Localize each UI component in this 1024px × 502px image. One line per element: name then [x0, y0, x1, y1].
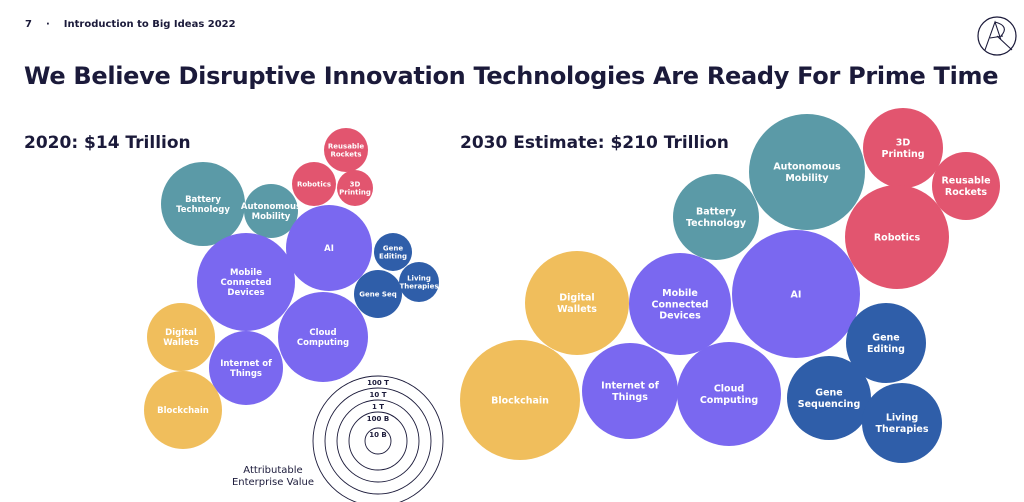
bubble-label: Battery Technology [176, 195, 230, 215]
legend-ring-label: 10 T [370, 391, 387, 399]
bubble-cloud-computing [677, 342, 781, 446]
bubble-autonomous-mobility [244, 184, 298, 238]
bubble-label: Reusable Rockets [328, 142, 364, 158]
bubble-label: Robotics [874, 232, 921, 243]
legend-ring-label: 10 B [369, 431, 387, 439]
bubble-gene-seq [354, 270, 402, 318]
bubble-gene-sequencing [787, 356, 871, 440]
bubble-label: Gene Editing [379, 244, 407, 260]
bubble-label: Reusable Rockets [941, 176, 990, 198]
bubble-label: AI [324, 244, 334, 254]
bubble-label: Gene Editing [867, 333, 905, 355]
chart-title-2020: 2020: $14 Trillion [24, 133, 191, 153]
bubble-ai [732, 230, 860, 358]
separator: · [45, 19, 50, 30]
bubble-battery-technology [673, 174, 759, 260]
slide-header: 7 · Introduction to Big Ideas 2022 [25, 19, 236, 30]
bubble-label: Mobile Connected Devices [221, 268, 272, 298]
bubble-label: Blockchain [157, 406, 209, 416]
bubble-living-therapies [862, 383, 942, 463]
bubble-ai [286, 205, 372, 291]
bubble-label: Digital Wallets [557, 293, 597, 315]
bubble-label: Digital Wallets [163, 328, 199, 348]
bubble-label: Gene Seq [359, 290, 396, 298]
bubble-robotics [292, 162, 336, 206]
bubble-label: Gene Sequencing [798, 388, 861, 410]
legend-ring [312, 375, 444, 502]
bubble-robotics [845, 185, 949, 289]
chart-title-2030: 2030 Estimate: $210 Trillion [460, 133, 729, 153]
bubble-blockchain [144, 371, 222, 449]
bubble-gene-editing [374, 233, 412, 271]
chart-2020: Battery Technology Autonomous Mobility Robot… [144, 128, 439, 449]
bubble-internet-of-things [582, 343, 678, 439]
size-legend: 100 T 10 T 1 T 100 B 10 B [312, 375, 444, 502]
bubble-label: Living Therapies [399, 274, 438, 290]
bubble-label: Robotics [297, 180, 331, 188]
bubble-battery-technology [161, 162, 245, 246]
bubble-label: Internet of Things [220, 359, 272, 379]
bubble-label: Battery Technology [686, 207, 747, 229]
bubble-mobile-connected-devices [629, 253, 731, 355]
bubble-label: Autonomous Mobility [241, 202, 301, 222]
bubble-cloud-computing [278, 292, 368, 382]
bubble-reusable-rockets [324, 128, 368, 172]
page-number: 7 [25, 19, 32, 30]
bubble-digital-wallets [525, 251, 629, 355]
legend-label: Attributable Enterprise Value [218, 465, 328, 489]
legend-ring-label: 100 T [367, 379, 389, 387]
bubble-label: AI [791, 289, 802, 300]
bubble-label: 3D Printing [881, 138, 924, 160]
bubble-mobile-connected-devices [197, 233, 295, 331]
bubble-label: Internet of Things [601, 381, 660, 403]
bubble-autonomous-mobility [749, 114, 865, 230]
bubble-label: Mobile Connected Devices [652, 288, 709, 322]
bubble-label: Cloud Computing [700, 384, 758, 406]
page-title: We Believe Disruptive Innovation Technol… [24, 62, 999, 90]
legend-ring [336, 399, 420, 483]
bubble-gene-editing [846, 303, 926, 383]
bubble-living-therapies [399, 262, 439, 302]
bubble-label: Cloud Computing [297, 328, 349, 348]
legend-ring-label: 100 B [367, 415, 389, 423]
legend-label-line1: Attributable [243, 465, 303, 476]
legend-ring [348, 411, 408, 471]
bubble-label: 3D Printing [339, 180, 371, 196]
legend-label-line2: Enterprise Value [231, 477, 315, 488]
logo-icon [977, 16, 1017, 56]
section-title: Introduction to Big Ideas 2022 [63, 19, 236, 30]
bubble-digital-wallets [147, 303, 215, 371]
legend-ring [324, 387, 432, 495]
bubble-label: Blockchain [491, 395, 549, 406]
bubble-internet-of-things [209, 331, 283, 405]
chart-2030: Blockchain Digital Wallets Mobile Connected D… [460, 108, 1000, 463]
bubble-blockchain [460, 340, 580, 460]
legend-ring-label: 1 T [372, 403, 384, 411]
bubble-reusable-rockets [932, 152, 1000, 220]
bubble-3d-printing [863, 108, 943, 188]
bubble-label: Autonomous Mobility [773, 162, 841, 184]
bubble-label: Living Therapies [876, 413, 929, 435]
legend-ring [364, 427, 392, 455]
bubble-3d-printing [337, 170, 373, 206]
